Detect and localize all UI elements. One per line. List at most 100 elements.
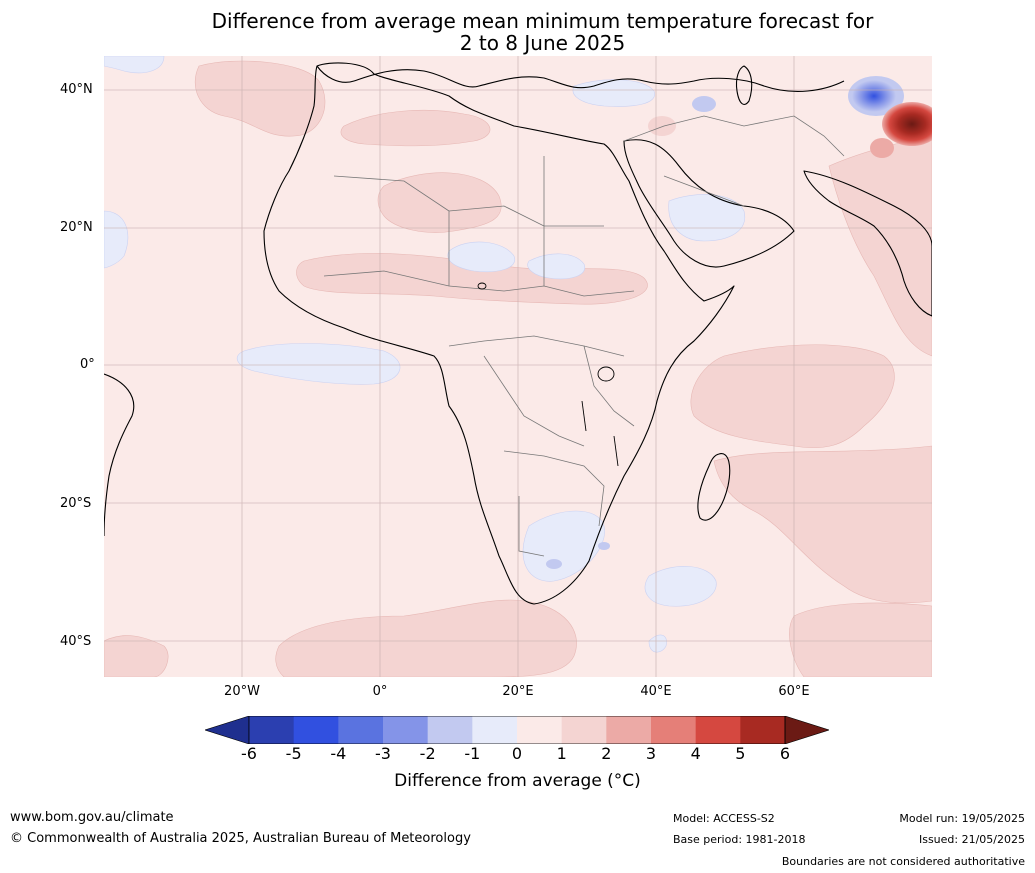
colorbar-tick-label: -2 [419,744,436,763]
cool-patch-central-africa [447,241,516,273]
colorbar-tick-label: 0 [511,744,523,763]
longitude-label-20e: 20°E [502,684,534,699]
model-name: Model: ACCESS-S2 [673,812,775,825]
warm-patch-south-east [789,602,932,677]
cool-core-levant [692,96,716,112]
warm-patch-mediterranean [340,109,491,147]
longitude-label-60e: 60°E [778,684,810,699]
europe-coastline [316,65,845,92]
forecast-map [104,56,932,677]
base-period: Base period: 1981-2018 [673,833,806,846]
colorbar-tick-label: 2 [601,744,612,763]
colorbar-bin [606,716,652,744]
cool-patch-north-atlantic [104,56,165,74]
border-sahel [323,270,635,297]
cool-patch-southern-africa [522,510,605,582]
india-coastline [803,170,932,317]
cool-patch-chad [527,253,586,280]
issued-date: Issued: 21/05/2025 [918,833,1025,846]
cool-core-south-africa [546,559,562,569]
copyright-text: © Commonwealth of Australia 2025, Austra… [10,831,471,846]
latitude-label-20s: 20°S [60,496,92,511]
cool-patch-west-africa-coast [104,210,129,269]
border-congo [483,355,585,447]
warm-patch-sahara [377,172,502,233]
colorbar-bin [427,716,473,744]
country-borders [323,115,845,557]
border-egypt-libya [543,156,604,227]
warm-spot-iran [648,116,676,136]
colorbar-extension-high [784,716,829,744]
lake-tanganyika [581,400,587,432]
colorbar-label: Difference from average (°C) [394,771,641,791]
colorbar [205,716,829,744]
cool-anomaly-areas [104,56,746,653]
colorbar-tick-label: -6 [241,744,257,763]
gridlines [104,56,932,677]
coastlines [104,62,932,605]
cold-spot-afghanistan [852,80,896,112]
border-north-africa-1 [333,175,450,286]
latitude-label-equator: 0° [80,357,95,372]
warm-patch-south-indian-ocean [713,445,932,604]
border-arabia [663,175,745,207]
longitude-label-0: 0° [372,684,388,699]
website-link[interactable]: www.bom.gov.au/climate [10,810,174,825]
colorbar-tick-label: 4 [690,744,701,763]
colorbar-tick-label: 3 [645,744,657,763]
warm-spot-pakistan [870,138,894,158]
hot-spot-himalaya [882,102,932,146]
longitude-label-40e: 40°E [640,684,672,699]
cool-patch-madagascar-south [644,566,717,607]
africa-coastline [263,62,735,605]
border-central-africa [448,335,625,357]
colorbar-bin [338,716,384,744]
cool-patch-far-south [648,634,667,653]
colorbar-bin [383,716,429,744]
warm-patch-indian-ocean [690,344,895,449]
south-america-coastline [104,373,135,537]
border-middle-east [623,115,845,157]
arabia-coastline [623,139,795,268]
warm-patch-north-atlantic [194,60,326,137]
map-title: Difference from average mean minimum tem… [0,10,1035,54]
boundaries-disclaimer: Boundaries are not considered authoritat… [781,855,1025,868]
border-southern-africa [503,450,605,527]
colorbar-tick-label: -3 [375,744,391,763]
colorbar-tick-label: 1 [556,744,567,763]
colorbar-tick-label: 6 [779,744,791,763]
border-north-africa-2 [448,205,545,286]
colorbar-bin [561,716,607,744]
colorbar-bin [249,716,295,744]
colorbar-tick-label: -4 [330,744,347,763]
lake-victoria [597,366,615,382]
border-namibia-botswana [518,496,545,557]
lake-malawi [613,435,619,467]
warm-patch-south-west [104,635,169,677]
colorbar-bin [651,716,697,744]
warm-patch-south-atlantic [275,599,577,677]
caspian-coastline [735,65,753,105]
cool-core-mozambique [598,542,610,550]
longitude-label-20w: 20°W [224,684,260,699]
latitude-label-40s: 40°S [60,634,92,649]
model-run-date: Model run: 19/05/2025 [899,812,1025,825]
cool-patch-gulf-of-guinea [236,343,401,385]
latitude-label-20n: 20°N [60,220,93,235]
colorbar-outline [248,716,786,744]
latitude-label-40n: 40°N [60,82,93,97]
colorbar-tick-label: -1 [464,744,481,763]
cool-patch-arabia [668,194,746,242]
lakes [477,282,619,467]
colorbar-bin [517,716,563,744]
colorbar-extension-low [205,716,250,744]
border-east-africa [583,345,635,427]
colorbar-tick-label: -5 [285,744,302,763]
warm-anomaly-areas [104,60,932,677]
madagascar-coastline [697,453,731,521]
title-line-2: 2 to 8 June 2025 [459,31,626,55]
colorbar-bin [740,716,786,744]
lake-chad [477,282,487,290]
colorbar-bin [293,716,339,744]
colorbar-bin [472,716,518,744]
